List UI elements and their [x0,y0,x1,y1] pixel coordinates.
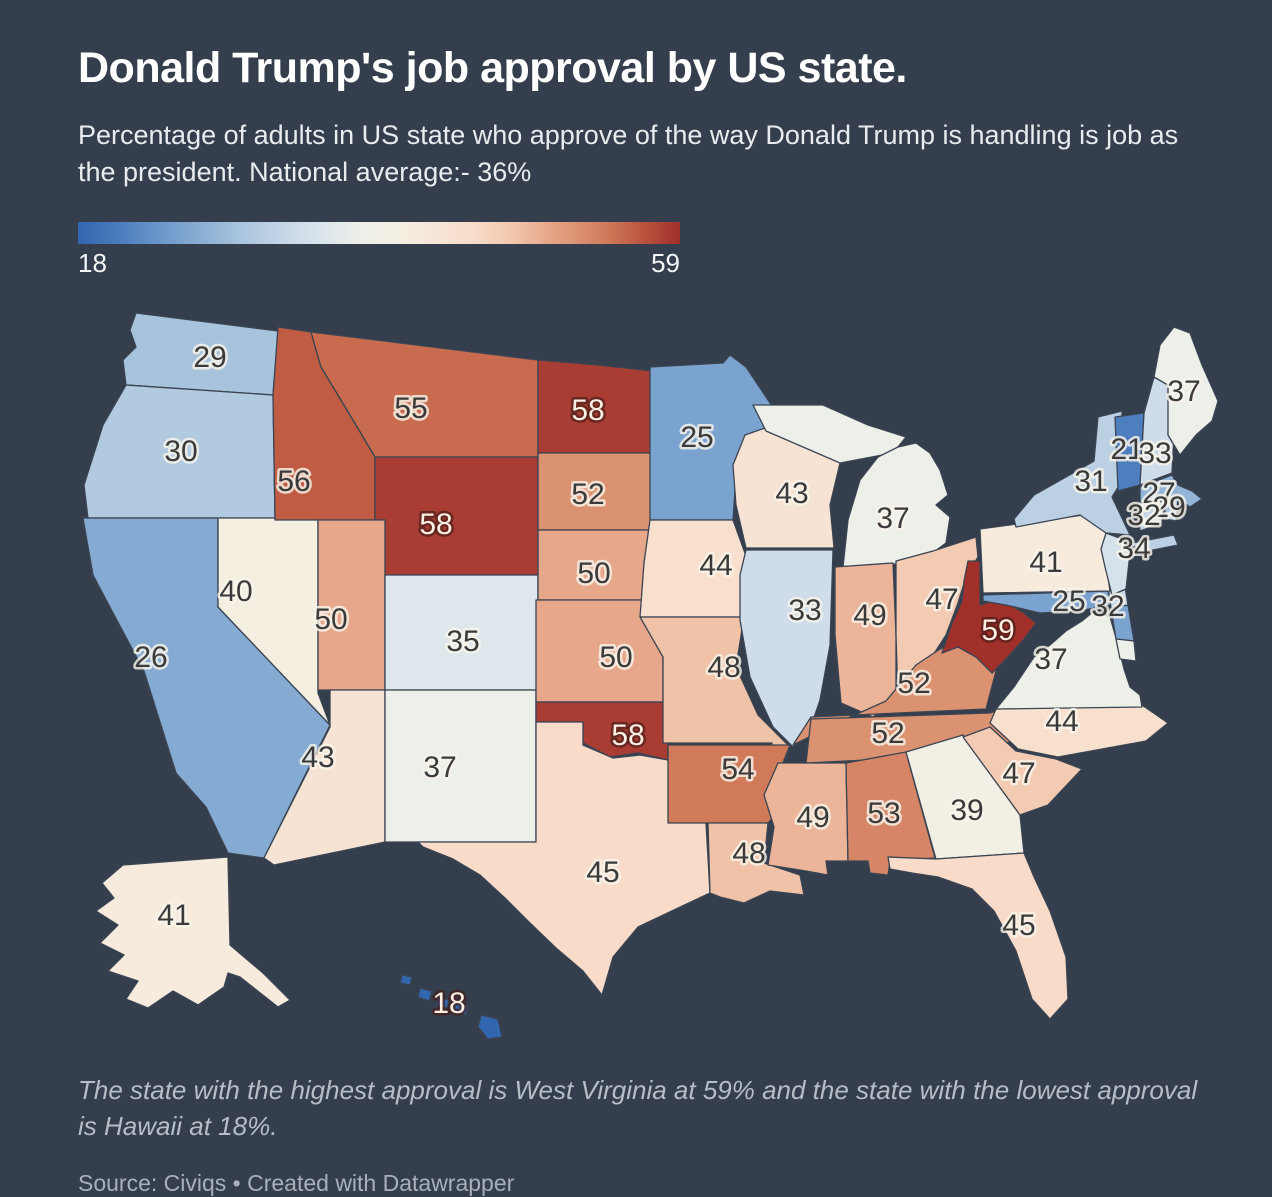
state-hi-5[interactable] [477,1013,503,1040]
state-hi-2[interactable] [417,986,433,1002]
state-sc[interactable] [962,725,1083,816]
chart-title: Donald Trump's job approval by US state. [78,44,907,92]
state-wa[interactable] [122,311,279,396]
state-nm[interactable] [384,688,537,843]
state-la[interactable] [707,821,805,904]
state-in[interactable] [834,561,897,718]
state-fl[interactable] [887,851,1069,1020]
state-oh[interactable] [895,535,979,701]
state-va-shore[interactable] [1115,637,1137,662]
state-va[interactable] [995,609,1143,710]
state-mi[interactable] [842,441,951,568]
state-hi-3[interactable] [435,996,450,1009]
legend-max-label: 59 [651,247,680,278]
state-hi-1[interactable] [399,973,413,986]
state-nj[interactable] [1100,531,1131,596]
state-mo[interactable] [639,615,791,760]
state-il[interactable] [739,548,834,748]
state-ia[interactable] [639,518,751,618]
state-or[interactable] [83,383,276,519]
chart-source: Source: Civiqs • Created with Datawrappe… [78,1170,515,1197]
legend-gradient-bar [78,221,680,244]
state-nd[interactable] [537,358,654,454]
state-vt[interactable] [1114,411,1145,492]
state-ms[interactable] [763,761,849,876]
state-co[interactable] [384,573,539,691]
state-nc[interactable] [989,703,1169,758]
state-ny-longisland[interactable] [1131,533,1179,554]
state-wy[interactable] [374,455,539,576]
state-mi-up[interactable] [752,403,907,464]
state-ut[interactable] [317,518,386,691]
state-ak[interactable] [95,855,291,1009]
state-pa[interactable] [979,510,1111,594]
state-ny[interactable] [1013,409,1131,536]
chart-footnote: The state with the highest approval is W… [78,1074,1198,1141]
chart-subtitle: Percentage of adults in US state who app… [78,120,1179,188]
legend-min-label: 18 [78,247,107,278]
state-ct[interactable] [1137,499,1165,532]
state-ri[interactable] [1163,497,1179,522]
state-tx[interactable] [417,720,711,996]
legend-labels: 18 59 [78,248,680,279]
state-sd[interactable] [537,451,667,531]
state-me[interactable] [1153,325,1218,456]
state-ga[interactable] [905,733,1025,860]
color-legend: 18 59 [78,221,680,279]
state-hi-4[interactable] [452,1001,469,1016]
